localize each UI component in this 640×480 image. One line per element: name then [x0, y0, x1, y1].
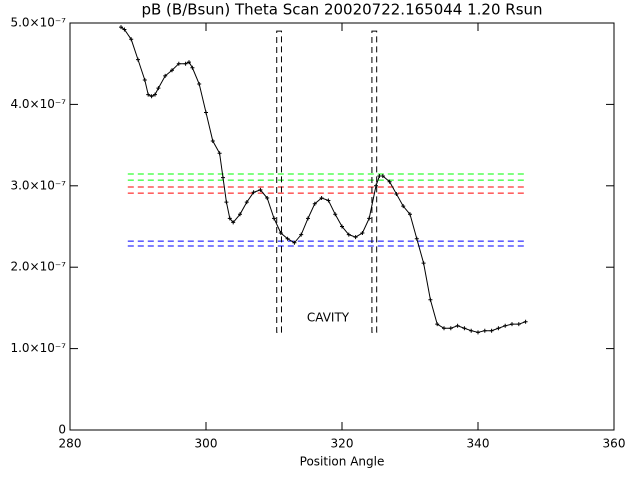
y-tick-label: 4.0×10⁻⁷ [10, 97, 66, 111]
data-point [523, 319, 528, 324]
data-point [153, 92, 157, 97]
data-point [119, 25, 123, 30]
data-point [435, 322, 440, 327]
data-point [333, 212, 338, 217]
data-point [217, 151, 222, 156]
data-point [360, 231, 365, 236]
data-point [244, 200, 249, 205]
data-point [401, 204, 406, 209]
data-point [353, 235, 358, 240]
data-point [292, 240, 297, 245]
data-point [482, 328, 487, 333]
x-axis-label: Position Angle [300, 455, 385, 469]
data-point [238, 212, 242, 217]
data-point [163, 73, 168, 78]
data-point [414, 236, 419, 241]
data-point [442, 326, 446, 331]
data-point [299, 232, 304, 237]
data-point [231, 220, 236, 225]
data-point [265, 196, 270, 201]
data-point [516, 322, 521, 327]
cavity-boundary [371, 30, 378, 333]
data-point [183, 61, 188, 66]
data-point [377, 174, 382, 179]
data-point [156, 86, 161, 91]
data-point [122, 27, 127, 32]
data-point [136, 57, 140, 62]
data-point [448, 326, 453, 331]
data-point [187, 60, 191, 65]
data-point [326, 198, 331, 203]
data-point [408, 212, 412, 217]
x-tick-label: 340 [467, 437, 490, 451]
x-tick-label: 300 [195, 437, 218, 451]
data-point [190, 65, 195, 70]
data-point [306, 216, 310, 221]
data-point [146, 92, 151, 97]
data-point [380, 174, 385, 179]
data-point [221, 175, 225, 180]
data-point [227, 216, 232, 221]
data-point [142, 77, 147, 82]
data-point [176, 61, 181, 66]
y-tick-label: 3.0×10⁻⁷ [10, 178, 66, 192]
data-point [258, 187, 263, 192]
chart-title: pB (B/Bsun) Theta Scan 20020722.165044 1… [141, 1, 542, 19]
data-point [510, 322, 514, 327]
data-point [251, 190, 256, 195]
data-point [421, 261, 426, 266]
data-point [387, 179, 392, 184]
data-point [455, 323, 460, 328]
data-point [129, 37, 134, 42]
data-point [367, 216, 372, 221]
y-tick-label: 0 [58, 423, 66, 437]
data-point [285, 236, 290, 241]
data-point [374, 183, 378, 188]
data-point [503, 323, 508, 328]
y-tick-label: 5.0×10⁻⁷ [10, 16, 66, 30]
data-point [462, 326, 467, 331]
data-point [170, 68, 174, 73]
data-point [197, 82, 202, 87]
data-point [272, 216, 276, 221]
data-point [489, 328, 494, 333]
cavity-boundary [276, 30, 282, 333]
x-tick-label: 280 [59, 437, 82, 451]
data-point [496, 326, 501, 331]
data-point [204, 110, 208, 115]
data-point [149, 94, 154, 99]
data-point [312, 201, 317, 206]
data-point [340, 224, 344, 229]
data-point [476, 330, 480, 335]
y-tick-label: 2.0×10⁻⁷ [10, 260, 66, 274]
data-point [394, 191, 399, 196]
data-point [428, 297, 433, 302]
data-point [346, 232, 351, 237]
data-point [469, 328, 474, 333]
annotation: CAVITY [307, 311, 350, 325]
data-point [224, 200, 229, 205]
y-tick-label: 1.0×10⁻⁷ [10, 341, 66, 355]
x-tick-label: 320 [331, 437, 354, 451]
data-point [210, 139, 215, 144]
x-tick-label: 360 [603, 437, 626, 451]
data-point [319, 196, 324, 201]
data-point [278, 231, 283, 236]
